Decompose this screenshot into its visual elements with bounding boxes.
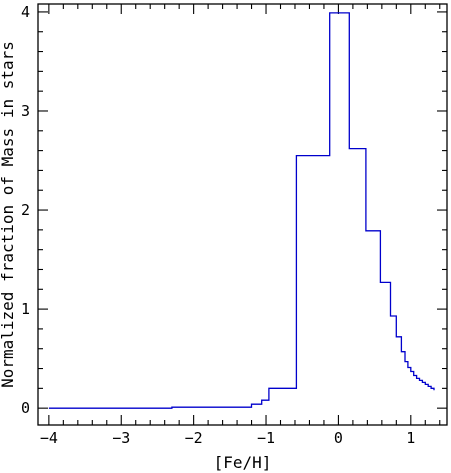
plot-frame	[37, 3, 448, 426]
x-tick-label: −1	[257, 429, 275, 447]
y-tick-label: 1	[21, 300, 30, 318]
y-tick-label: 3	[21, 102, 30, 120]
series-line	[48, 12, 435, 409]
x-tick-label: 1	[406, 429, 415, 447]
x-axis-label: [Fe/H]	[214, 453, 272, 472]
x-tick-label: −4	[40, 429, 58, 447]
x-tick-label: −2	[185, 429, 203, 447]
x-tick-label: −3	[112, 429, 130, 447]
y-tick-label: 0	[21, 399, 30, 417]
x-tick-label: 0	[334, 429, 343, 447]
y-tick-label: 2	[21, 201, 30, 219]
tick-labels: −4 −3 −2 −1 0 1 0 1 2 3 4	[21, 3, 415, 447]
y-tick-label: 4	[21, 3, 30, 21]
y-axis-label: Normalized fraction of Mass in stars	[0, 41, 17, 388]
tick-marks	[38, 4, 447, 425]
